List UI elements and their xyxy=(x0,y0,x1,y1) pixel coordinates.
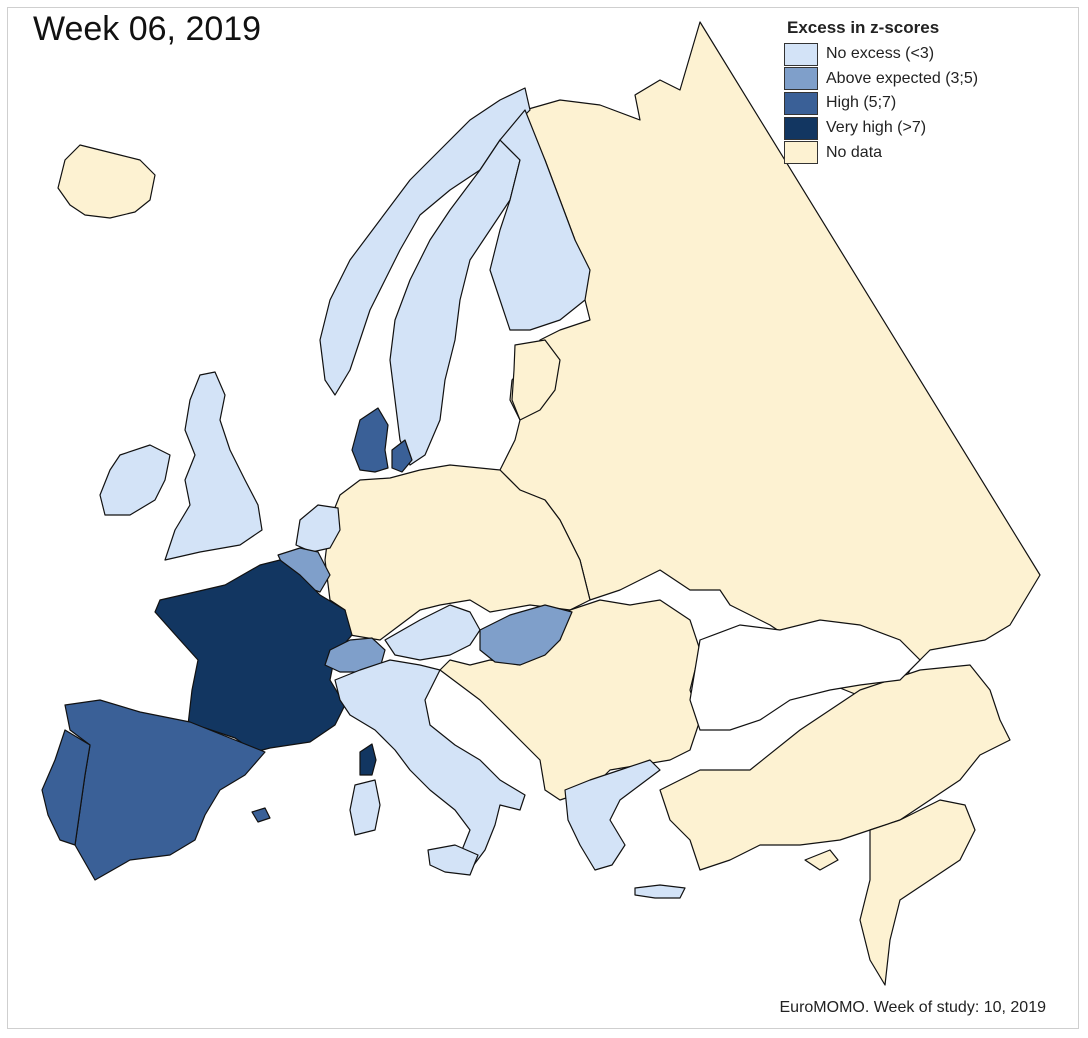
region-italy[interactable] xyxy=(334,659,526,871)
legend-swatch xyxy=(784,42,818,66)
region-sweden[interactable] xyxy=(389,139,521,466)
legend-swatch xyxy=(784,116,818,140)
region-crete[interactable] xyxy=(634,884,686,899)
region-sicily[interactable] xyxy=(427,844,479,876)
legend-label: Above expected (3;5) xyxy=(826,69,979,87)
region-sardinia[interactable] xyxy=(349,779,381,836)
legend-item: Very high (>7) xyxy=(784,116,978,141)
legend-swatch xyxy=(784,91,818,115)
page-title: Week 06, 2019 xyxy=(33,10,262,48)
map-legend: Excess in z-scores No excess (<3) Above … xyxy=(784,18,978,165)
region-middle-east[interactable] xyxy=(859,799,976,986)
legend-swatch xyxy=(784,67,818,91)
legend-item: No data xyxy=(784,140,978,165)
legend-swatch xyxy=(784,141,818,165)
region-portugal[interactable] xyxy=(41,729,91,846)
region-great-britain[interactable] xyxy=(164,371,263,561)
region-baltics[interactable] xyxy=(511,339,561,421)
legend-label: No excess (<3) xyxy=(826,45,935,63)
region-hungary[interactable] xyxy=(479,604,573,666)
region-netherlands[interactable] xyxy=(295,504,341,553)
region-finland[interactable] xyxy=(489,109,591,331)
region-balkans[interactable] xyxy=(439,599,701,801)
region-russia-east[interactable] xyxy=(499,21,1041,701)
legend-item: No excess (<3) xyxy=(784,42,978,67)
region-denmark-islands[interactable] xyxy=(391,439,413,473)
region-corsica[interactable] xyxy=(359,743,377,776)
region-norway[interactable] xyxy=(319,87,531,396)
region-turkey[interactable] xyxy=(659,664,1011,871)
black-sea xyxy=(689,619,921,731)
footer-credit: EuroMOMO. Week of study: 10, 2019 xyxy=(779,999,1047,1016)
legend-label: No data xyxy=(826,143,883,161)
region-iceland[interactable] xyxy=(57,144,156,219)
region-austria[interactable] xyxy=(384,604,481,661)
legend-item: Above expected (3;5) xyxy=(784,67,978,92)
legend-label: Very high (>7) xyxy=(826,119,927,137)
legend-label: High (5;7) xyxy=(826,94,897,112)
legend-item: High (5;7) xyxy=(784,91,978,116)
region-denmark[interactable] xyxy=(351,407,389,473)
region-ireland[interactable] xyxy=(99,444,171,516)
region-cyprus[interactable] xyxy=(804,849,839,871)
region-greece[interactable] xyxy=(564,759,661,871)
region-balearic[interactable] xyxy=(251,807,271,823)
legend-title: Excess in z-scores xyxy=(787,18,940,37)
region-france[interactable] xyxy=(154,559,353,753)
